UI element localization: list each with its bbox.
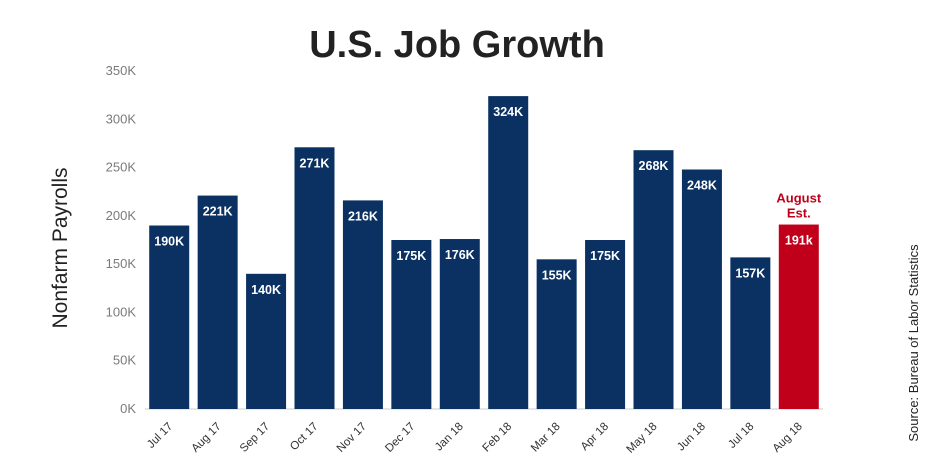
bar (294, 147, 335, 409)
bar (197, 195, 238, 409)
x-tick-label: Apr 18 (579, 421, 611, 453)
x-tick-label: Jul 18 (726, 421, 756, 451)
bar-value-label: 268K (639, 159, 669, 173)
bar-value-label: 221K (203, 205, 233, 219)
y-tick-label: 250K (106, 160, 137, 175)
bar-value-label: 157K (735, 266, 765, 280)
bar (536, 259, 577, 409)
bar-estimate (778, 224, 819, 409)
bar (585, 240, 626, 409)
annotation-line1: August (776, 191, 821, 206)
y-axis-label: Nonfarm Payrolls (49, 167, 72, 328)
source-note: Source: Bureau of Labor Statistics (906, 244, 921, 442)
annotation-line2: Est. (787, 206, 811, 221)
bar-value-label: 176K (445, 248, 475, 262)
bar-value-label: 248K (687, 179, 717, 193)
bar-value-label: 324K (493, 105, 523, 119)
bar-value-label: 175K (590, 249, 620, 263)
x-axis: Jul 17 Aug 17 Sep 17 Oct 17 Nov 17 Dec 17 Jan … (145, 421, 805, 456)
bar-value-label: 155K (542, 268, 572, 282)
x-tick-label: Nov 17 (335, 421, 369, 455)
x-tick-label: Feb 18 (481, 421, 515, 455)
y-tick-label: 200K (106, 208, 137, 223)
x-tick-label: May 18 (624, 421, 659, 456)
x-tick-label: Aug 18 (771, 421, 805, 455)
y-tick-label: 100K (106, 304, 137, 319)
x-tick-label: Sep 17 (238, 421, 272, 455)
bar-value-label: 191k (785, 234, 813, 248)
y-tick-label: 350K (106, 63, 137, 78)
chart-title: U.S. Job Growth (309, 24, 605, 66)
bar (342, 200, 383, 409)
bar-value-label: 190K (154, 235, 184, 249)
bars (149, 96, 819, 409)
bar-value-label: 140K (251, 283, 281, 297)
y-tick-label: 300K (106, 111, 137, 126)
x-tick-label: Jun 18 (675, 421, 708, 454)
x-tick-label: Oct 17 (288, 421, 320, 453)
y-tick-label: 0K (120, 401, 136, 416)
y-tick-label: 150K (106, 256, 137, 271)
x-tick-label: Aug 17 (190, 421, 224, 455)
bar (246, 273, 287, 409)
bar (488, 96, 529, 409)
bar-value-label: 216K (348, 209, 378, 223)
x-tick-label: Dec 17 (383, 421, 417, 455)
x-tick-label: Jan 18 (433, 421, 466, 454)
bar (681, 169, 722, 409)
bar (391, 240, 432, 409)
bar (149, 225, 190, 409)
y-axis: 0K 50K 100K 150K 200K 250K 300K 350K (106, 63, 137, 416)
bar (633, 150, 674, 409)
bar (730, 257, 771, 409)
y-tick-label: 50K (113, 353, 136, 368)
x-tick-label: Mar 18 (529, 421, 563, 455)
bar-value-label: 175K (396, 249, 426, 263)
bar-value-labels: 190K 221K 140K 271K 216K 175K 176K 324K 155K 175K… (154, 105, 812, 297)
x-tick-label: Jul 17 (145, 421, 175, 451)
bar-value-label: 271K (300, 156, 330, 170)
bar (439, 239, 480, 409)
